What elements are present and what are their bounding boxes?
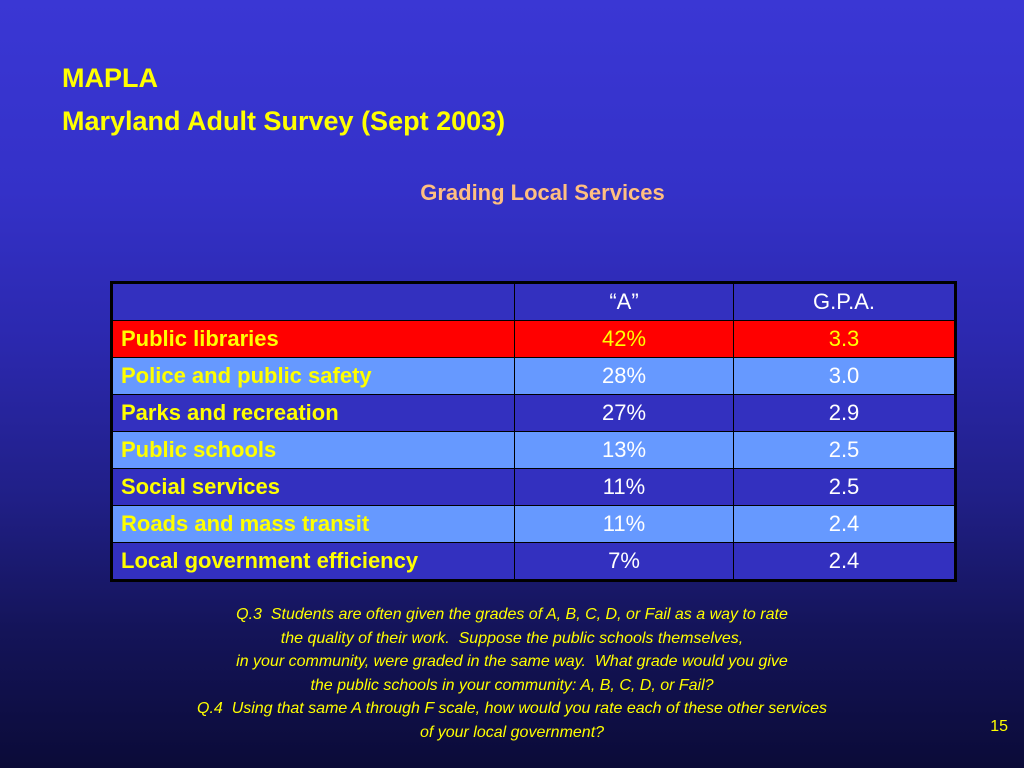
gpa-value: 3.3: [733, 320, 956, 358]
slide-number: 15: [990, 718, 1008, 735]
a-grade-percent: 13%: [514, 431, 734, 469]
service-name: Local government efficiency: [111, 542, 515, 581]
note-line: of your local government?: [419, 723, 605, 741]
service-name: Social services: [111, 468, 515, 506]
header-a-grade: “A”: [514, 282, 734, 321]
service-name: Public libraries: [111, 320, 515, 358]
note-line: Q.4 Using that same A through F scale, h…: [197, 700, 827, 718]
a-grade-percent: 11%: [514, 468, 734, 506]
header-gpa: G.P.A.: [733, 282, 956, 321]
grading-table: “A” G.P.A. Public libraries 42% 3.3 Poli…: [110, 281, 957, 582]
service-name: Police and public safety: [111, 357, 515, 395]
service-name: Roads and mass transit: [111, 505, 515, 543]
table-row: Public libraries 42% 3.3: [111, 320, 956, 358]
gpa-value: 2.5: [733, 431, 956, 469]
gpa-value: 2.4: [733, 505, 956, 543]
gpa-value: 3.0: [733, 357, 956, 395]
a-grade-percent: 7%: [514, 542, 734, 581]
note-line: in your community, were graded in the sa…: [236, 653, 788, 671]
note-line: the quality of their work. Suppose the p…: [280, 629, 744, 647]
gpa-value: 2.5: [733, 468, 956, 506]
table-row: Public schools 13% 2.5: [111, 431, 956, 469]
slide-subtitle: Maryland Adult Survey (Sept 2003): [62, 106, 506, 136]
a-grade-percent: 11%: [514, 505, 734, 543]
table-row: Parks and recreation 27% 2.9: [111, 394, 956, 432]
table-row: Roads and mass transit 11% 2.4: [111, 505, 956, 543]
table-row: Social services 11% 2.5: [111, 468, 956, 506]
service-name: Public schools: [111, 431, 515, 469]
a-grade-percent: 27%: [514, 394, 734, 432]
header-blank-cell: [111, 282, 515, 321]
gpa-value: 2.9: [733, 394, 956, 432]
note-line: Q.3 Students are often given the grades …: [236, 606, 788, 623]
a-grade-percent: 42%: [514, 320, 734, 358]
a-grade-percent: 28%: [514, 357, 734, 395]
table-row: Local government efficiency 7% 2.4: [111, 542, 956, 581]
slide-title: MAPLA: [62, 63, 158, 93]
service-name: Parks and recreation: [111, 394, 515, 432]
survey-question-notes: Q.3 Students are often given the grades …: [0, 603, 1024, 745]
table-caption: Grading Local Services: [420, 180, 665, 205]
table-row: Police and public safety 28% 3.0: [111, 357, 956, 395]
table-header-row: “A” G.P.A.: [111, 282, 956, 321]
gpa-value: 2.4: [733, 542, 956, 581]
note-line: the public schools in your community: A,…: [310, 676, 714, 694]
